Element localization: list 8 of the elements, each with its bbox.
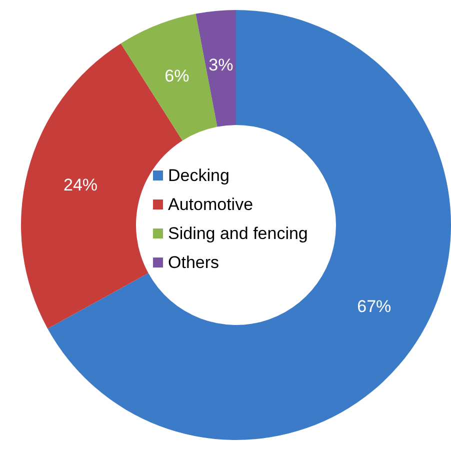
legend-label: Others [168,253,220,272]
data-label: 6% [164,66,190,86]
data-label: 3% [208,56,234,75]
data-label: 24% [64,176,98,195]
legend-label: Siding and fencing [168,224,308,243]
data-label: 67% [357,297,392,316]
legend-label: Decking [168,166,230,185]
legend-label: Automotive [168,195,254,214]
